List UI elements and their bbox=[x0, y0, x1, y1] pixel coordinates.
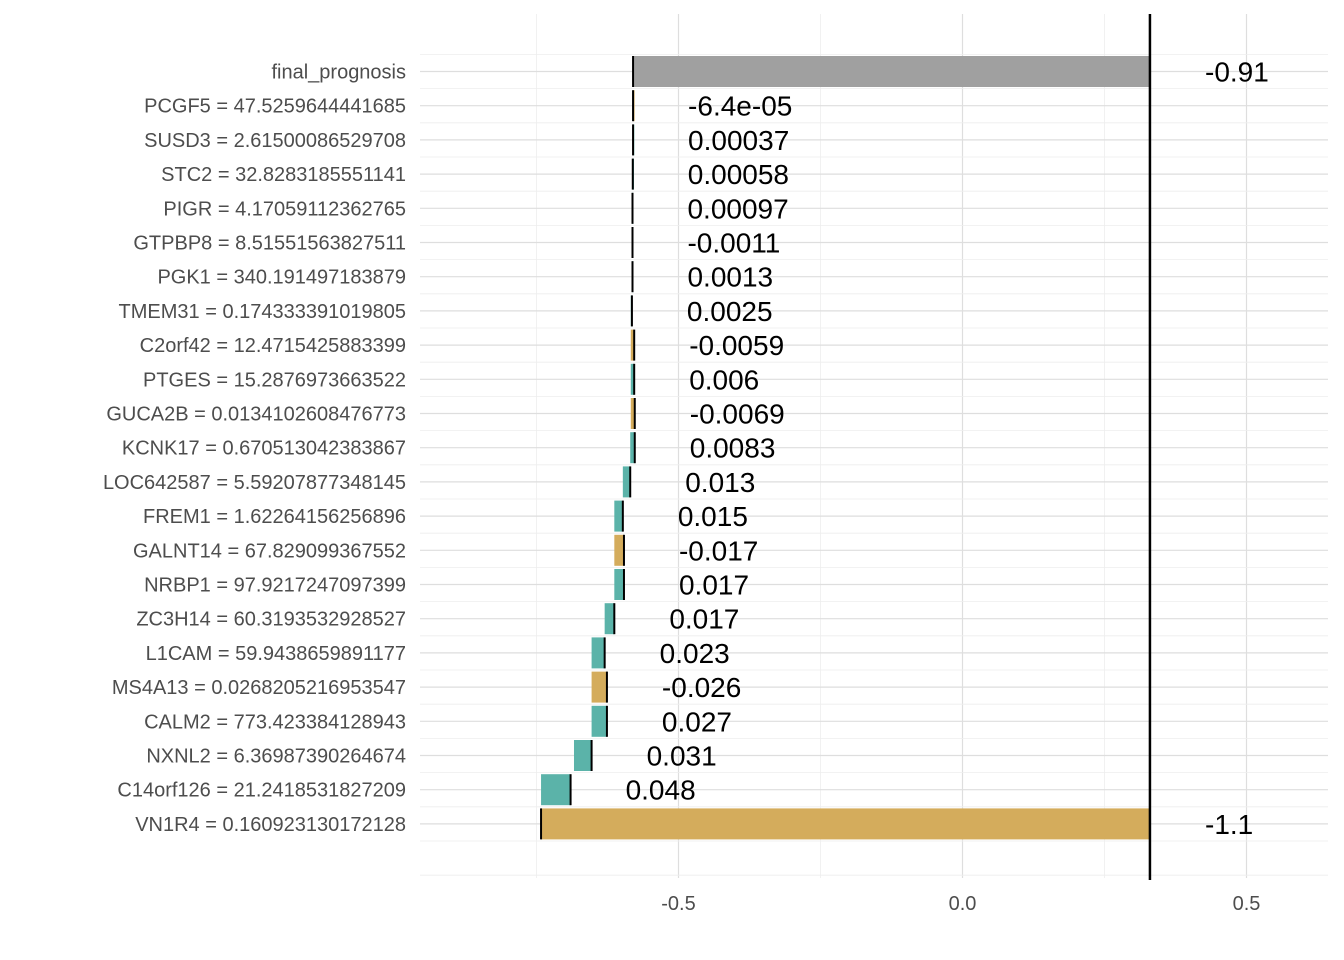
y-tick-label: C2orf42 = 12.4715425883399 bbox=[140, 335, 406, 357]
y-tick-label: GUCA2B = 0.0134102608476773 bbox=[106, 404, 406, 426]
y-tick-label: PCGF5 = 47.5259644441685 bbox=[144, 96, 406, 118]
bar-positive bbox=[614, 569, 624, 600]
data-label: -1.1 bbox=[1205, 809, 1253, 840]
bar-negative bbox=[630, 398, 635, 429]
bar-positive bbox=[604, 603, 615, 635]
grid-lines bbox=[420, 14, 1328, 878]
bar-negative bbox=[591, 671, 607, 703]
y-tick-label: STC2 = 32.8283185551141 bbox=[161, 164, 406, 186]
x-tick-label: -0.5 bbox=[661, 893, 695, 915]
bar-positive bbox=[622, 466, 631, 498]
data-label: 0.017 bbox=[679, 570, 749, 601]
bar-negative bbox=[614, 534, 624, 566]
data-label: -0.0069 bbox=[690, 399, 785, 430]
y-tick-label: CALM2 = 773.423384128943 bbox=[144, 711, 406, 733]
data-label: 0.0083 bbox=[690, 433, 776, 464]
y-tick-label: VN1R4 = 0.160923130172128 bbox=[135, 814, 406, 836]
y-tick-label: ZC3H14 = 60.3193532928527 bbox=[136, 609, 406, 631]
bar-positive bbox=[591, 637, 605, 669]
x-tick-label: 0.5 bbox=[1233, 893, 1261, 915]
data-label: -0.017 bbox=[679, 535, 758, 566]
data-label: 0.015 bbox=[678, 501, 748, 532]
bar-positive bbox=[573, 740, 592, 771]
bar-negative bbox=[630, 329, 635, 361]
data-label: 0.0025 bbox=[687, 296, 773, 327]
bar-positive bbox=[541, 774, 571, 806]
y-tick-labels: final_prognosis PCGF5 = 47.5259644441685 S… bbox=[103, 62, 406, 836]
bar-negative bbox=[541, 808, 1150, 840]
data-label: 0.00058 bbox=[688, 159, 789, 190]
y-tick-label: final_prognosis bbox=[271, 62, 406, 84]
data-label: -0.026 bbox=[662, 672, 741, 703]
data-label: 0.023 bbox=[660, 638, 730, 669]
y-tick-label: TMEM31 = 0.174333391019805 bbox=[119, 301, 406, 323]
data-label: 0.00097 bbox=[687, 193, 788, 224]
data-label: 0.00037 bbox=[688, 125, 789, 156]
data-label: 0.048 bbox=[626, 775, 696, 806]
bar-positive bbox=[630, 363, 635, 395]
x-tick-label: 0.0 bbox=[949, 893, 977, 915]
data-label: 0.013 bbox=[685, 467, 755, 498]
data-label: -0.0011 bbox=[687, 228, 780, 259]
y-tick-label: NRBP1 = 97.9217247097399 bbox=[144, 575, 406, 597]
x-tick-labels: -0.5 0.0 0.5 bbox=[661, 893, 1260, 915]
y-tick-label: PGK1 = 340.191497183879 bbox=[157, 267, 406, 289]
y-tick-label: PTGES = 15.2876973663522 bbox=[143, 369, 406, 391]
data-label: 0.031 bbox=[647, 741, 717, 772]
bar-total bbox=[633, 56, 1150, 87]
data-label: -6.4e-05 bbox=[688, 91, 792, 122]
y-tick-label: FREM1 = 1.62264156256896 bbox=[143, 506, 406, 528]
y-tick-label: MS4A13 = 0.0268205216953547 bbox=[112, 677, 406, 699]
data-label: 0.027 bbox=[662, 706, 732, 737]
y-tick-label: LOC642587 = 5.59207877348145 bbox=[103, 472, 406, 494]
data-label: 0.017 bbox=[669, 604, 739, 635]
y-tick-label: KCNK17 = 0.670513042383867 bbox=[122, 438, 406, 460]
y-tick-label: GALNT14 = 67.829099367552 bbox=[133, 540, 406, 562]
connectors bbox=[540, 56, 636, 840]
data-label: 0.006 bbox=[689, 364, 759, 395]
data-label: -0.91 bbox=[1205, 57, 1269, 88]
y-tick-label: NXNL2 = 6.36987390264674 bbox=[146, 746, 406, 768]
data-label: -0.0059 bbox=[689, 330, 784, 361]
bar-positive bbox=[614, 500, 623, 532]
y-tick-label: L1CAM = 59.9438659891177 bbox=[146, 643, 406, 665]
data-label: 0.0013 bbox=[687, 262, 773, 293]
y-tick-label: GTPBP8 = 8.51551563827511 bbox=[133, 233, 406, 255]
bar-positive bbox=[591, 705, 607, 737]
y-tick-label: C14orf126 = 21.2418531827209 bbox=[117, 780, 406, 802]
bar-positive bbox=[630, 432, 635, 464]
y-tick-label: PIGR = 4.17059112362765 bbox=[163, 198, 406, 220]
bars bbox=[541, 56, 1150, 840]
y-tick-label: SUSD3 = 2.61500086529708 bbox=[144, 130, 406, 152]
